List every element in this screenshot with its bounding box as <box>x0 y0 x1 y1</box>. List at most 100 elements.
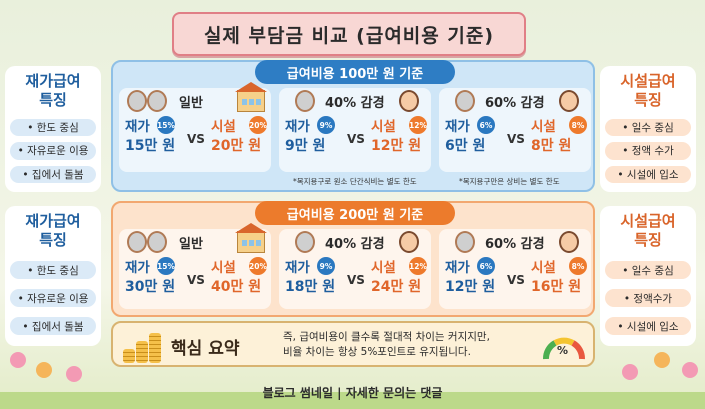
facility-care-features-title: 시설급여 특징 <box>620 72 675 110</box>
caregiver-icon <box>559 231 579 253</box>
home-care-title-line1: 재가급여 <box>25 72 81 90</box>
feature-pill: • 자유로운 이용 <box>10 289 96 307</box>
grandfather-icon <box>127 231 147 253</box>
comparison-40-reduction: 40% 감경 재가 9% 9만 원 VS 시설 12% 12만 원 <box>279 88 431 172</box>
summary-text: 즉, 급여비용이 클수록 절대적 차이는 커지지만, 비율 차이는 항상 5%포… <box>283 330 533 360</box>
facility-care-label: 시설 <box>531 119 556 135</box>
facility-amount: 20만 원 <box>211 138 262 154</box>
grandmother-icon <box>455 90 475 112</box>
feature-pill: • 시설에 입소 <box>605 165 691 183</box>
title-ribbon: 실제 부담금 비교 (급여비용 기준) <box>172 12 526 56</box>
home-care-label: 재가 <box>285 260 310 276</box>
home-amount: 15만 원 <box>125 138 176 154</box>
facility-care-title-line1: 시설급여 <box>620 212 676 230</box>
tier-label: 일반 <box>179 237 203 252</box>
vs-label: VS <box>347 132 365 146</box>
facility-amount: 24만 원 <box>371 279 422 295</box>
vs-label: VS <box>187 273 205 287</box>
flower-icon <box>622 364 638 380</box>
section-100man: 급여비용 100만 원 기준 일반 재가 15% 15만 원 VS 시설 20%… <box>111 60 595 192</box>
flower-icon <box>654 352 670 368</box>
facility-care-title-line2: 특징 <box>634 91 662 109</box>
grandfather-icon <box>127 90 147 112</box>
grandmother-icon <box>295 231 315 253</box>
flower-icon <box>66 366 82 382</box>
home-amount: 12만 원 <box>445 279 496 295</box>
facility-care-label: 시설 <box>531 260 556 276</box>
caregiver-icon <box>399 90 419 112</box>
footnote: *복지용구로 원소 단간식비는 별도 한도 <box>293 177 417 186</box>
vs-label: VS <box>187 132 205 146</box>
home-care-title-line2: 특징 <box>39 91 67 109</box>
home-amount: 6만 원 <box>445 138 486 154</box>
feature-pill: • 정액수가 <box>605 289 691 307</box>
flower-icon <box>10 352 26 368</box>
home-amount: 30만 원 <box>125 279 176 295</box>
facility-amount: 40만 원 <box>211 279 262 295</box>
grass-decoration <box>0 392 705 409</box>
comparison-60-reduction: 60% 감경 재가 6% 12만 원 VS 시설 8% 16만 원 <box>439 229 591 309</box>
caregiver-icon <box>399 231 419 253</box>
comparison-40-reduction: 40% 감경 재가 9% 18만 원 VS 시설 12% 24만 원 <box>279 229 431 309</box>
facility-care-title-line1: 시설급여 <box>620 72 676 90</box>
summary-title: 핵심 요약 <box>171 339 240 359</box>
facility-rate-badge: 12% <box>409 116 427 134</box>
home-rate-badge: 15% <box>157 116 175 134</box>
summary-box: 핵심 요약 즉, 급여비용이 클수록 절대적 차이는 커지지만, 비율 차이는 … <box>111 321 595 367</box>
home-care-features-title: 재가급여 특징 <box>25 212 80 250</box>
home-care-title-line2: 특징 <box>39 231 67 249</box>
home-rate-badge: 9% <box>317 257 335 275</box>
facility-care-features-title: 시설급여 특징 <box>620 212 675 250</box>
home-amount: 9만 원 <box>285 138 326 154</box>
grandmother-icon <box>147 231 167 253</box>
vs-label: VS <box>347 273 365 287</box>
home-rate-badge: 9% <box>317 116 335 134</box>
facility-building-icon <box>237 231 265 253</box>
vs-label: VS <box>507 132 525 146</box>
home-care-features-panel-bottom: 재가급여 특징 • 한도 중심 • 자유로운 이용 • 집에서 돌봄 <box>5 206 101 346</box>
tier-label: 40% 감경 <box>325 237 385 252</box>
vs-label: VS <box>507 273 525 287</box>
facility-care-label: 시설 <box>211 260 236 276</box>
grandmother-icon <box>455 231 475 253</box>
home-care-features-title: 재가급여 특징 <box>25 72 80 110</box>
section-header: 급여비용 100만 원 기준 <box>255 60 455 84</box>
flower-icon <box>682 362 698 378</box>
caregiver-icon <box>559 90 579 112</box>
facility-care-label: 시설 <box>371 119 396 135</box>
tier-label: 60% 감경 <box>485 96 545 111</box>
coin-stack-icon <box>121 329 163 363</box>
home-care-features-panel-top: 재가급여 특징 • 한도 중심 • 자유로운 이용 • 집에서 돌봄 <box>5 66 101 192</box>
home-care-label: 재가 <box>125 260 150 276</box>
feature-pill: • 자유로운 이용 <box>10 142 96 160</box>
facility-care-label: 시설 <box>371 260 396 276</box>
section-header: 급여비용 200만 원 기준 <box>255 201 455 225</box>
home-care-label: 재가 <box>125 119 150 135</box>
facility-amount: 16만 원 <box>531 279 582 295</box>
feature-pill: • 일수 중심 <box>605 261 691 279</box>
comparison-general: 일반 재가 15% 15만 원 VS 시설 20% 20만 원 <box>119 88 271 172</box>
facility-rate-badge: 8% <box>569 116 587 134</box>
gauge-percent-label: % <box>557 344 569 357</box>
grandmother-icon <box>147 90 167 112</box>
home-care-label: 재가 <box>285 119 310 135</box>
tier-label: 일반 <box>179 96 203 111</box>
facility-rate-badge: 20% <box>249 116 267 134</box>
grandmother-icon <box>295 90 315 112</box>
facility-care-features-panel-top: 시설급여 특징 • 일수 중심 • 정액 수가 • 시설에 입소 <box>600 66 696 192</box>
home-rate-badge: 6% <box>477 116 495 134</box>
facility-rate-badge: 20% <box>249 257 267 275</box>
facility-care-title-line2: 특징 <box>634 231 662 249</box>
summary-line-1: 즉, 급여비용이 클수록 절대적 차이는 커지지만, <box>283 331 490 343</box>
facility-amount: 12만 원 <box>371 138 422 154</box>
home-care-title-line1: 재가급여 <box>25 212 81 230</box>
section-200man: 급여비용 200만 원 기준 일반 재가 15% 30만 원 VS 시설 20%… <box>111 201 595 317</box>
page-title: 실제 부담금 비교 (급여비용 기준) <box>203 24 495 47</box>
tier-label: 40% 감경 <box>325 96 385 111</box>
facility-building-icon <box>237 90 265 112</box>
feature-pill: • 시설에 입소 <box>605 317 691 335</box>
feature-pill: • 집에서 돌봄 <box>10 317 96 335</box>
feature-pill: • 한도 중심 <box>10 119 96 137</box>
home-rate-badge: 6% <box>477 257 495 275</box>
